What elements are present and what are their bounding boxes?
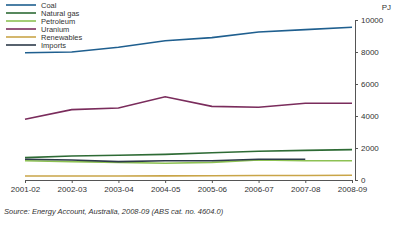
y-tick: 4000: [355, 112, 379, 121]
x-tick-mark: [305, 180, 306, 183]
source-note: Source: Energy Account, Australia, 2008-…: [4, 207, 224, 216]
x-tick: 2005-06: [198, 180, 228, 194]
legend-swatch: [6, 12, 36, 14]
x-tick: 2002-03: [58, 180, 88, 194]
x-tick-label: 2006-07: [244, 185, 274, 194]
legend: CoalNatural gasPetroleumUraniumRenewable…: [6, 1, 83, 50]
x-tick-label: 2005-06: [198, 185, 228, 194]
y-tick-mark: [355, 180, 358, 181]
x-tick: 2008-09: [338, 180, 368, 194]
legend-swatch: [6, 28, 36, 30]
x-tick: 2006-07: [244, 180, 274, 194]
legend-swatch: [6, 20, 36, 22]
x-tick-mark: [165, 180, 166, 183]
x-axis-line: [26, 181, 353, 184]
x-tick: 2003-04: [104, 180, 134, 194]
legend-swatch: [6, 44, 36, 46]
series-line: [25, 160, 352, 163]
x-tick-mark: [259, 180, 260, 183]
x-tick-label: 2002-03: [58, 185, 88, 194]
x-tick-mark: [118, 180, 119, 183]
series-line: [25, 174, 352, 176]
y-tick-mark: [355, 148, 358, 149]
y-tick-mark: [355, 20, 358, 21]
x-tick-label: 2003-04: [104, 185, 134, 194]
series-line: [25, 150, 352, 158]
y-tick-label: 8000: [361, 48, 379, 57]
x-tick: 2007-08: [291, 180, 321, 194]
x-tick-mark: [352, 180, 353, 183]
x-tick-label: 2004-05: [151, 185, 181, 194]
x-tick-label: 2007-08: [291, 185, 321, 194]
y-tick: 10000: [355, 16, 384, 25]
x-tick-mark: [72, 180, 73, 183]
x-axis: 2001-02 2002-03 2003-04 2004-05 2005-06 2006-…: [11, 180, 368, 194]
x-tick: 2004-05: [151, 180, 181, 194]
y-tick-label: 10000: [361, 16, 384, 25]
series-line: [25, 27, 352, 53]
y-axis-line: [356, 21, 359, 181]
x-tick-mark: [25, 180, 26, 183]
legend-label: Imports: [41, 41, 66, 50]
legend-swatch: [6, 4, 36, 6]
y-tick-mark: [355, 116, 358, 117]
x-tick-label: 2008-09: [338, 185, 368, 194]
y-tick: 8000: [355, 48, 379, 57]
y-tick-mark: [355, 52, 358, 53]
x-tick-mark: [212, 180, 213, 183]
y-tick: 6000: [355, 80, 379, 89]
x-tick-label: 2001-02: [11, 185, 41, 194]
series-line: [25, 159, 305, 161]
x-tick: 2001-02: [11, 180, 41, 194]
legend-swatch: [6, 36, 36, 38]
series-line: [25, 97, 352, 119]
y-tick-label: 6000: [361, 80, 379, 89]
y-tick-label: 4000: [361, 112, 379, 121]
plot-area: [25, 27, 352, 176]
y-tick: 2000: [355, 144, 379, 153]
y-tick-label: 2000: [361, 144, 379, 153]
y-tick-mark: [355, 84, 358, 85]
y-axis-title: PJ: [382, 3, 391, 12]
y-axis: 0200040006000800010000: [355, 16, 384, 185]
